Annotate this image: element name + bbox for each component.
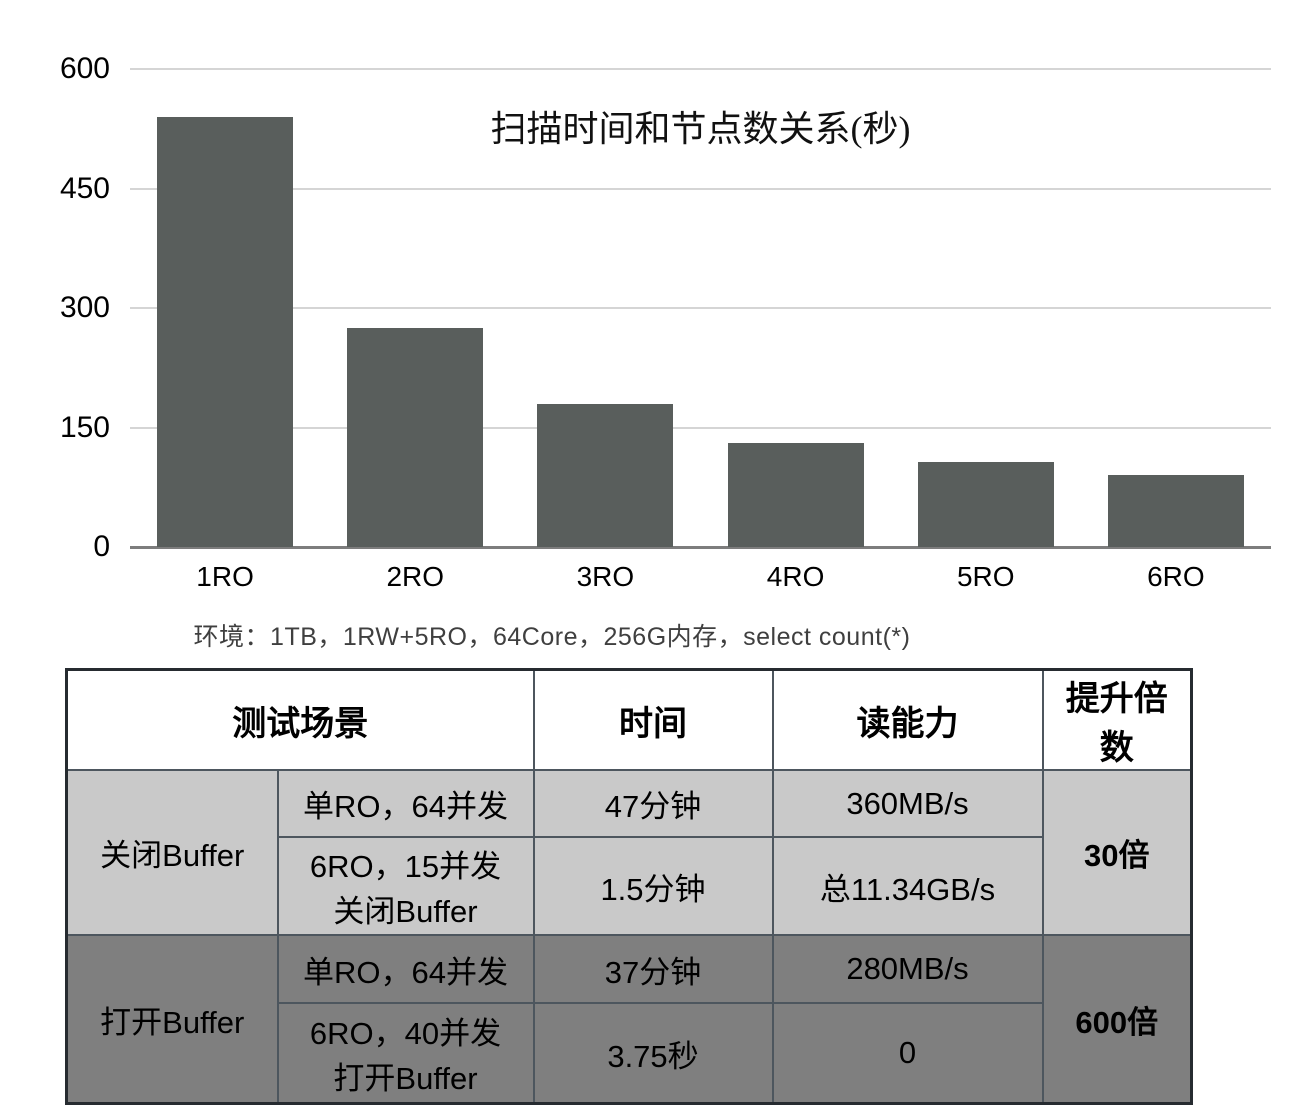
results-table: 测试场景 时间 读能力 提升倍数 关闭Buffer 单RO，64并发 47分钟 …: [65, 668, 1193, 1105]
read-cell: 0: [771, 1002, 1044, 1105]
y-axis-label: 150: [59, 410, 110, 444]
chart-caption: 环境：1TB，1RW+5RO，64Core，256G内存，select coun…: [193, 623, 911, 651]
multiplier-cell: 600倍: [1041, 934, 1193, 1105]
scenario-cell: 单RO，64并发: [276, 934, 535, 1004]
read-cell: 280MB/s: [771, 934, 1044, 1004]
gridline: [130, 426, 1271, 429]
scenario-line1: 单RO，64并发: [303, 789, 508, 824]
multiplier-cell: 30倍: [1041, 769, 1193, 936]
table-header-row: 测试场景 时间 读能力 提升倍数: [65, 668, 1193, 771]
bar-2RO: [347, 327, 484, 547]
col-header-time: 时间: [532, 668, 774, 771]
gridline: [130, 307, 1271, 309]
x-axis-line: [130, 546, 1271, 549]
y-axis-label: 600: [59, 52, 110, 85]
time-cell: 3.75秒: [532, 1002, 774, 1105]
y-axis-label: 300: [59, 291, 110, 324]
group-label-buffer-off: 关闭Buffer: [65, 769, 279, 936]
scenario-line1: 单RO，64并发: [303, 954, 508, 990]
y-axis-label: 0: [93, 530, 110, 563]
scenario-line2: 关闭Buffer: [333, 894, 478, 929]
col-header-read: 读能力: [771, 668, 1044, 771]
chart-title: 扫描时间和节点数关系(秒): [490, 109, 911, 149]
read-cell: 总11.34GB/s: [771, 836, 1044, 936]
time-cell: 1.5分钟: [532, 836, 774, 936]
table-row: 6RO，40并发 打开Buffer 3.75秒 0: [67, 1002, 1192, 1105]
x-axis-label: 5RO: [956, 561, 1015, 592]
scenario-line2: 打开Buffer: [333, 1061, 478, 1096]
time-cell: 37分钟: [532, 934, 774, 1004]
bar-3RO: [537, 403, 674, 547]
x-axis-label: 4RO: [766, 561, 825, 592]
table-row: 打开Buffer 单RO，64并发 37分钟 280MB/s 600倍: [65, 934, 1193, 1105]
gridline: [130, 187, 1271, 190]
col-header-multiplier: 提升倍数: [1041, 668, 1193, 771]
scenario-line1: 6RO，15并发: [309, 849, 502, 884]
bar-6RO: [1107, 475, 1244, 547]
table-row: 6RO，15并发 关闭Buffer 1.5分钟 总11.34GB/s: [67, 836, 1192, 936]
scenario-cell: 6RO，40并发 打开Buffer: [276, 1002, 535, 1105]
read-cell: 360MB/s: [771, 769, 1044, 838]
time-cell: 47分钟: [532, 769, 774, 838]
x-axis-label: 1RO: [196, 561, 254, 592]
y-axis-label: 450: [59, 171, 110, 205]
bar-5RO: [917, 461, 1054, 547]
x-axis-label: 6RO: [1147, 561, 1205, 592]
group-label-buffer-on: 打开Buffer: [65, 934, 279, 1105]
table-row: 关闭Buffer 单RO，64并发 47分钟 360MB/s 30倍: [65, 769, 1193, 936]
x-axis-label: 3RO: [576, 561, 635, 592]
bar-4RO: [727, 443, 864, 547]
scenario-cell: 6RO，15并发 关闭Buffer: [276, 836, 535, 936]
col-header-scenario: 测试场景: [65, 668, 535, 771]
gridline: [130, 68, 1271, 70]
bar-1RO: [157, 116, 294, 547]
scenario-line1: 6RO，40并发: [309, 1016, 502, 1051]
x-axis-label: 2RO: [386, 561, 445, 592]
scenario-cell: 单RO，64并发: [276, 769, 535, 838]
